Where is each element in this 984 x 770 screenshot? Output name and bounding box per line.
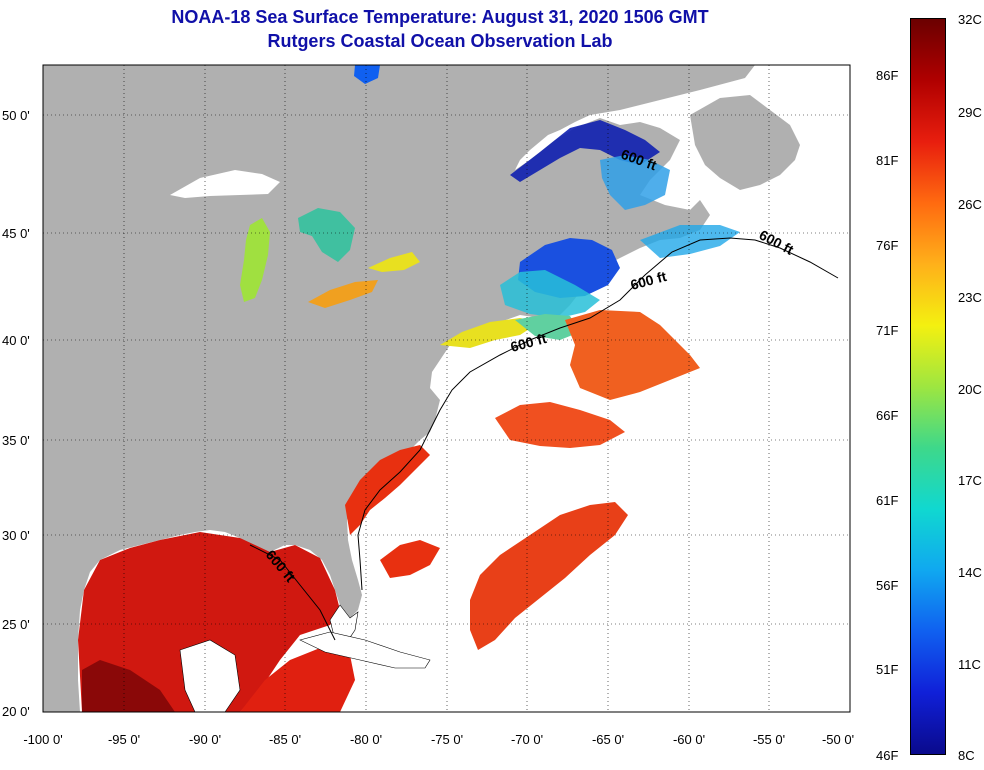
gulf-st-lawrence-sst — [510, 120, 660, 182]
lon-label: -75 0' — [430, 732, 464, 747]
map-title: NOAA-18 Sea Surface Temperature: August … — [171, 7, 709, 27]
colorbar-fahrenheit-label: 46F — [876, 748, 899, 763]
colorbar-fahrenheit-label: 56F — [876, 578, 899, 593]
gulf-stream-warm-1 — [565, 310, 700, 400]
colorbar-celsius-label: 23C — [958, 290, 982, 305]
bahamas-warm — [380, 540, 440, 578]
sargasso-warm — [470, 502, 628, 650]
colorbar-celsius-label: 17C — [958, 473, 982, 488]
lake-michigan — [240, 218, 270, 302]
scotian-shelf-sst — [500, 270, 600, 318]
lon-label: -70 0' — [510, 732, 544, 747]
colorbar-fahrenheit-label: 66F — [876, 408, 899, 423]
colorbar-celsius-label: 11C — [958, 657, 981, 672]
depth-contour-600ft — [357, 237, 839, 591]
colorbar-celsius-label: 20C — [958, 382, 982, 397]
land-newfoundland — [690, 95, 800, 190]
lake-huron — [298, 208, 355, 262]
lon-label: -50 0' — [821, 732, 855, 747]
lat-label: 20 0' — [2, 704, 30, 719]
lake-superior — [170, 170, 280, 198]
mid-atlantic-sst — [440, 318, 540, 348]
lake-erie — [308, 280, 378, 308]
colorbar-celsius-label: 26C — [958, 197, 982, 212]
land-north-america — [43, 65, 755, 712]
colorbar-fahrenheit-label: 71F — [876, 323, 899, 338]
lon-label: -95 0' — [107, 732, 141, 747]
lon-label: -60 0' — [672, 732, 706, 747]
caribbean-sst — [240, 648, 355, 712]
colorbar-fahrenheit-label: 76F — [876, 238, 899, 253]
northern-bay-sst — [354, 65, 380, 84]
gulf-dark-red-sst — [82, 660, 175, 712]
lon-label: -100 0' — [23, 732, 63, 747]
lat-label: 25 0' — [2, 617, 30, 632]
colorbar-celsius-label: 29C — [958, 105, 982, 120]
lat-label: 45 0' — [2, 226, 30, 241]
land-yucatan — [179, 639, 241, 712]
lon-label: -90 0' — [188, 732, 222, 747]
st-lawrence-teal-sst — [600, 155, 670, 210]
land-cuba — [299, 631, 431, 669]
lon-label: -65 0' — [591, 732, 625, 747]
lon-label: -85 0' — [268, 732, 302, 747]
colorbar-fahrenheit-label: 81F — [876, 153, 899, 168]
southeast-coast-warm — [345, 445, 430, 535]
colorbar-fahrenheit-label: 51F — [876, 662, 899, 677]
lon-label: -55 0' — [752, 732, 786, 747]
gulf-of-mexico-sst — [78, 532, 340, 712]
plot-frame — [42, 64, 851, 713]
graticule — [43, 65, 850, 712]
lat-label: 50 0' — [2, 108, 30, 123]
colorbar-celsius-label: 32C — [958, 12, 982, 27]
lake-ontario — [368, 252, 420, 272]
gulf-stream-warm-2 — [495, 402, 625, 448]
colorbar-celsius-label: 14C — [958, 565, 982, 580]
colorbar-celsius-label: 8C — [958, 748, 975, 763]
map-subtitle: Rutgers Coastal Ocean Observation Lab — [267, 31, 613, 51]
lat-label: 35 0' — [2, 433, 30, 448]
lat-label: 40 0' — [2, 333, 30, 348]
depth-contour-gulf — [249, 544, 336, 641]
colorbar-fahrenheit-label: 61F — [876, 493, 899, 508]
mid-atlantic-green-sst — [515, 314, 580, 340]
temperature-colorbar — [910, 18, 946, 755]
colorbar-fahrenheit-label: 86F — [876, 68, 899, 83]
lat-label: 30 0' — [2, 528, 30, 543]
lon-label: -80 0' — [349, 732, 383, 747]
